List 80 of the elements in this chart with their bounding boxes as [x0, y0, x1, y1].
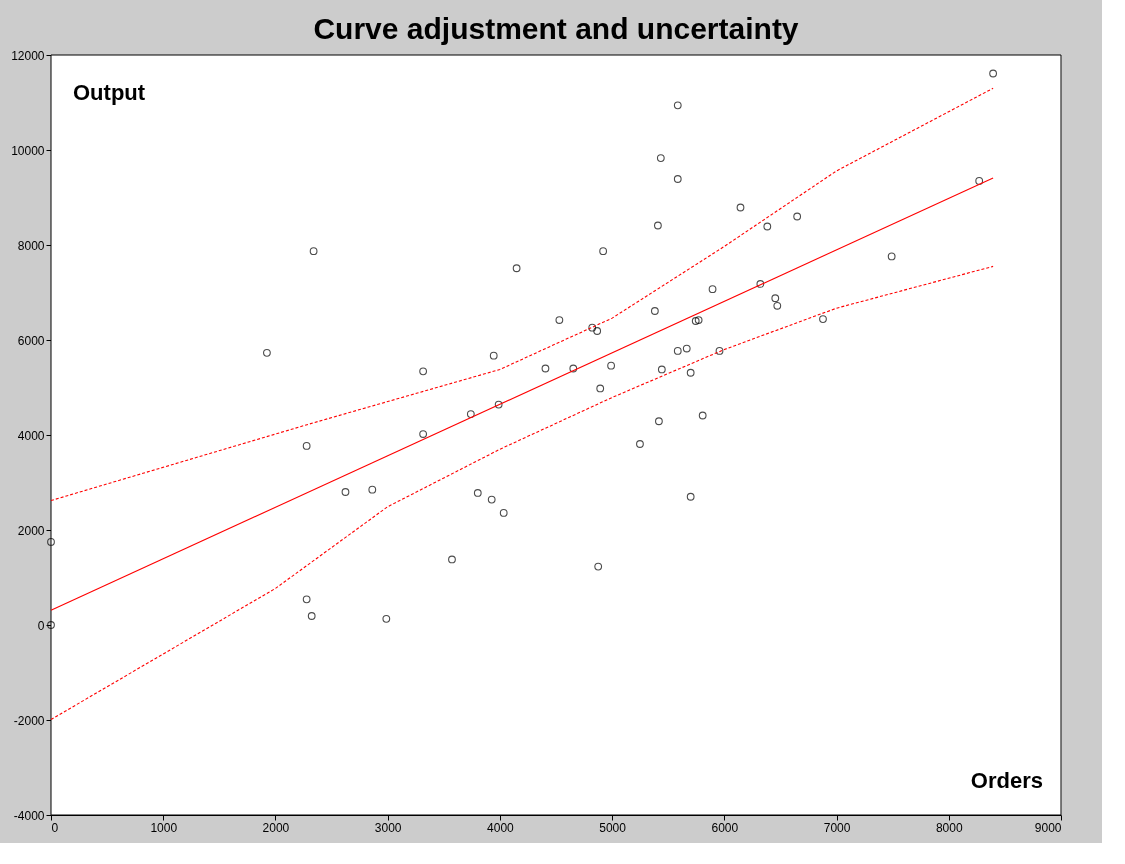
point [419, 367, 428, 376]
point [708, 285, 717, 294]
chart-title: Curve adjustment and uncertainty [313, 12, 799, 45]
point [673, 175, 682, 183]
point [555, 316, 564, 324]
x-tick-label: 6000 [711, 820, 739, 835]
point [341, 488, 350, 496]
point [682, 344, 691, 353]
point [655, 417, 663, 426]
point [489, 351, 498, 360]
point [691, 317, 700, 325]
point [302, 595, 311, 604]
x-tick-label: 8000 [935, 820, 963, 835]
point [793, 212, 802, 221]
point [887, 252, 896, 261]
point [448, 555, 456, 564]
x-tick-label: 7000 [823, 820, 851, 835]
point [499, 509, 508, 517]
point [599, 247, 608, 256]
point [698, 411, 707, 420]
point [673, 347, 682, 355]
point [657, 365, 666, 374]
y-tick-label: 8000 [17, 238, 45, 253]
point [588, 323, 597, 332]
point [368, 485, 377, 494]
point [756, 280, 765, 288]
x-tick-label: 5000 [599, 820, 627, 835]
point [593, 327, 602, 335]
point [673, 101, 682, 110]
point [771, 294, 780, 303]
x-tick-label: 4000 [487, 820, 515, 835]
x-tick-label: 3000 [374, 820, 402, 835]
x-axis-title: Orders [970, 768, 1043, 793]
point [773, 301, 782, 310]
point [686, 368, 695, 377]
point [650, 307, 659, 315]
point [686, 492, 695, 501]
y-tick-label: 10000 [11, 143, 45, 158]
point [653, 221, 662, 230]
point [47, 537, 55, 546]
point [487, 495, 496, 504]
point [541, 364, 550, 373]
point [47, 621, 55, 629]
x-tick-label: 9000 [1034, 820, 1062, 835]
point [656, 154, 665, 162]
point [309, 247, 318, 256]
point [736, 203, 745, 212]
point [569, 364, 578, 373]
point [263, 348, 271, 357]
point [302, 442, 311, 450]
x-tick-label: 1000 [150, 820, 178, 835]
point [636, 440, 644, 448]
y-tick-label: -2000 [13, 713, 45, 728]
y-axis-title: Output [73, 80, 146, 105]
line-series [50, 265, 994, 721]
x-tick-label: 2000 [262, 820, 290, 835]
point [715, 347, 724, 355]
point [382, 614, 391, 623]
point [512, 264, 521, 273]
y-tick-label: 2000 [17, 523, 45, 538]
point [975, 176, 984, 185]
point [466, 410, 475, 418]
point [307, 612, 316, 620]
y-tick-label: -4000 [13, 808, 45, 823]
y-tick-label: 0 [37, 618, 45, 633]
line-series [50, 87, 994, 502]
y-tick-label: 6000 [17, 333, 45, 348]
point [989, 69, 998, 78]
point [607, 361, 616, 370]
point [763, 222, 772, 231]
point [419, 430, 428, 438]
point [494, 400, 503, 409]
point [596, 384, 605, 393]
point [594, 562, 603, 571]
point [473, 489, 482, 497]
point [819, 315, 827, 323]
y-tick-label: 12000 [11, 48, 45, 63]
x-tick-label: 0 [51, 820, 59, 835]
point [694, 316, 703, 324]
y-tick-label: 4000 [17, 428, 45, 443]
